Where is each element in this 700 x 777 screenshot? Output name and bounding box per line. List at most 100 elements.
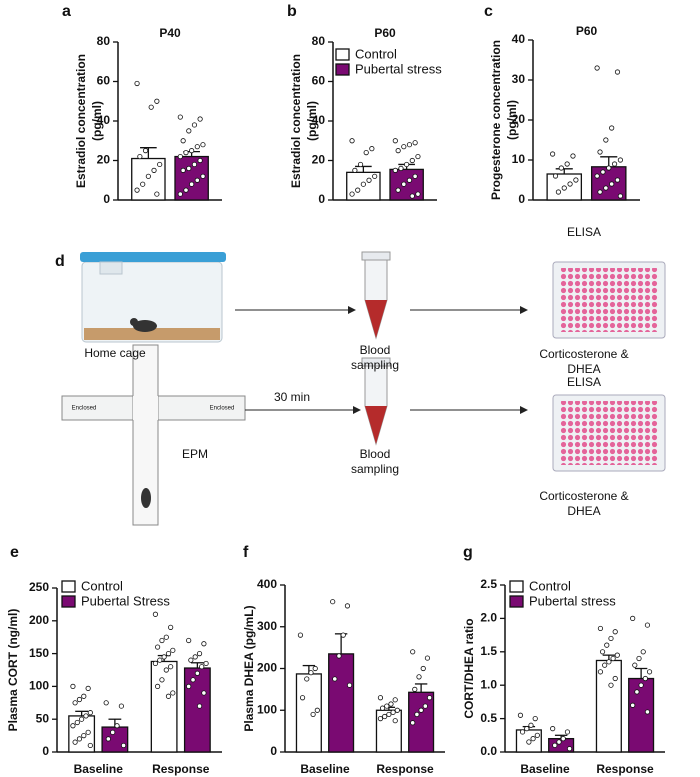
data-point [614,177,621,183]
error-bar [600,156,618,167]
data-point [404,161,410,168]
data-point [398,165,404,171]
data-point [177,114,183,120]
data-point [103,700,109,706]
y-axis-label: Estradiol concentration [289,54,303,188]
data-point [415,153,421,160]
y-tick-label: 60 [312,74,326,88]
data-point [118,703,124,709]
data-point [377,715,384,722]
assay-label: ELISA [566,375,602,389]
data-point [386,711,392,718]
data-point [630,702,636,708]
y-tick-label: 0.0 [480,744,497,758]
data-point [372,173,378,179]
panel-letter: e [10,544,19,561]
data-point [87,742,93,749]
panel-letter: b [287,3,297,20]
data-point [355,187,361,193]
data-point [200,173,206,179]
data-point [85,685,91,691]
bar [628,677,655,753]
y-tick-label: 250 [29,580,49,594]
sampling-label: Blood sampling [350,447,400,476]
data-point [608,635,614,642]
y-tick-label: 0 [42,744,49,758]
data-point [600,169,606,175]
bar [183,667,211,753]
data-point [152,660,159,667]
legend-swatch [335,48,350,61]
bar [295,673,322,753]
y-tick-label: 80 [312,34,326,48]
data-point [196,703,203,709]
y-axis-label: (pg/ml) [505,100,519,140]
data-point [199,664,205,670]
error-bar [190,662,204,669]
y-tick-label: 80 [97,34,111,48]
y-tick-label: 20 [312,153,326,167]
data-point [644,709,651,715]
data-point [410,649,416,655]
data-point [145,173,151,179]
data-point [314,707,320,713]
x-tick-label: Baseline [300,762,350,776]
data-point [409,157,415,164]
data-point [418,707,424,713]
data-point [379,705,386,711]
data-point [192,654,198,660]
data-point [189,148,195,154]
data-point [642,675,648,682]
data-point [401,181,407,187]
data-point [604,642,610,648]
data-point [366,177,372,183]
data-point [154,191,160,197]
data-point [194,144,200,150]
y-axis-label: (pg/ml) [305,101,319,141]
y-tick-label: 20 [97,153,111,167]
y-tick-label: 0 [270,744,277,758]
data-point [332,676,338,682]
data-point [632,662,638,668]
blood-tube [361,357,391,446]
assay-label: ELISA [566,225,602,239]
data-point [395,187,401,193]
data-point [597,625,604,632]
elisa-plate [552,394,666,472]
error-bar [634,667,648,679]
y-tick-label: 40 [97,113,111,127]
data-point [611,161,618,167]
data-point [190,677,196,683]
data-point [612,629,618,635]
y-axis-label: Plasma DHEA (pg/mL) [242,605,256,731]
y-tick-label: 150 [29,646,49,660]
data-point [606,659,612,665]
data-point [644,622,651,628]
y-tick-label: 300 [257,619,277,633]
data-point [140,181,146,187]
data-point [424,655,431,661]
legend-label: Pubertal stress [529,593,616,608]
y-tick-label: 10 [512,152,526,166]
data-point [395,148,401,154]
data-point [81,732,87,739]
data-point [105,736,111,742]
data-point [76,736,83,742]
data-point [406,177,413,183]
data-point [70,683,76,690]
data-point [558,165,564,171]
arm-label: Enclosed [210,406,235,412]
data-point [594,173,600,179]
data-point [79,716,85,722]
data-point [134,187,140,193]
data-point [159,677,165,683]
data-point [197,157,203,164]
data-point [599,649,606,655]
y-tick-label: 30 [512,72,526,86]
data-point [602,662,608,668]
data-point [191,161,198,168]
y-axis-label: (pg/ml) [90,101,104,141]
data-point [186,637,192,644]
data-point [410,720,416,726]
